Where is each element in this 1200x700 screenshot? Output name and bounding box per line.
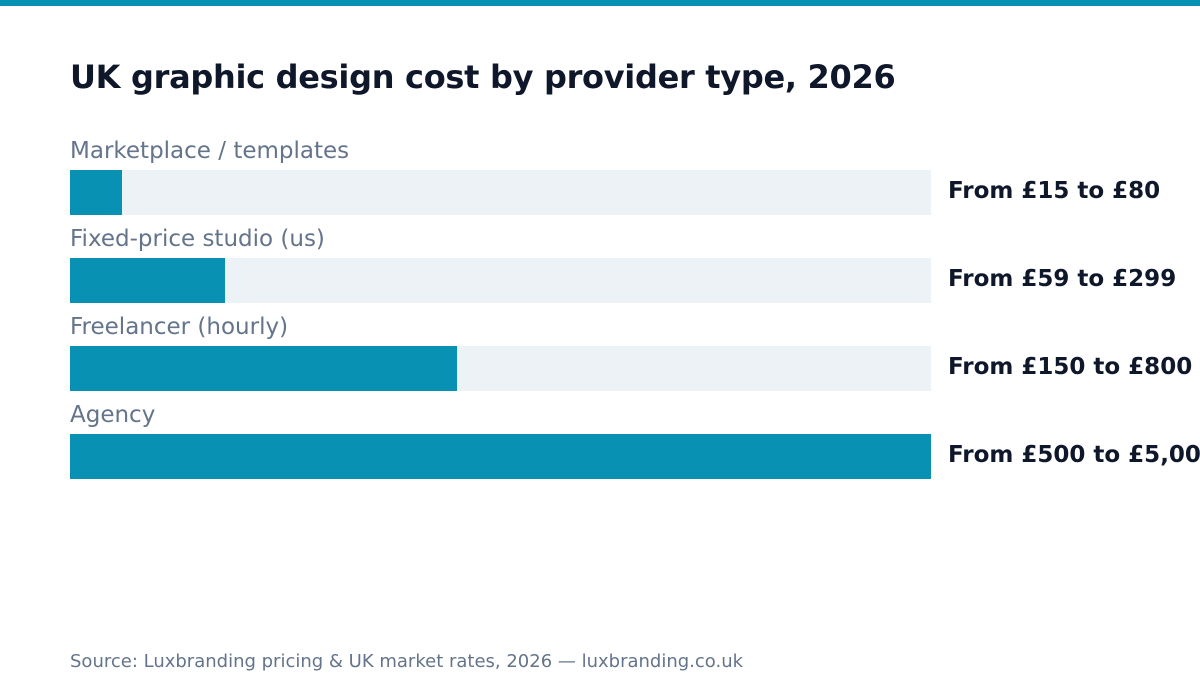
bar <box>70 170 122 215</box>
source-note: Source: Luxbranding pricing & UK market … <box>70 651 744 672</box>
category-label: Agency <box>70 402 156 428</box>
value-label: From £150 to £800 <box>948 354 1193 380</box>
chart-title: UK graphic design cost by provider type,… <box>70 58 896 96</box>
bar-row: Fixed-price studio (us) From £59 to £299 <box>0 226 1200 314</box>
bar <box>70 346 457 391</box>
bar-track <box>70 170 931 215</box>
value-label: From £59 to £299 <box>948 266 1177 292</box>
value-label: From £500 to £5,000+ <box>948 442 1200 468</box>
bar-track <box>70 258 931 303</box>
bar <box>70 258 225 303</box>
top-accent-rule <box>0 0 1200 6</box>
bar-row: Agency From £500 to £5,000+ <box>0 402 1200 490</box>
bar-track <box>70 434 931 479</box>
bar-row: Freelancer (hourly) From £150 to £800 <box>0 314 1200 402</box>
category-label: Freelancer (hourly) <box>70 314 289 340</box>
category-label: Fixed-price studio (us) <box>70 226 325 252</box>
value-label: From £15 to £80 <box>948 178 1161 204</box>
category-label: Marketplace / templates <box>70 138 350 164</box>
bar-row: Marketplace / templates From £15 to £80 <box>0 138 1200 226</box>
bar-track <box>70 346 931 391</box>
bar <box>70 434 931 479</box>
